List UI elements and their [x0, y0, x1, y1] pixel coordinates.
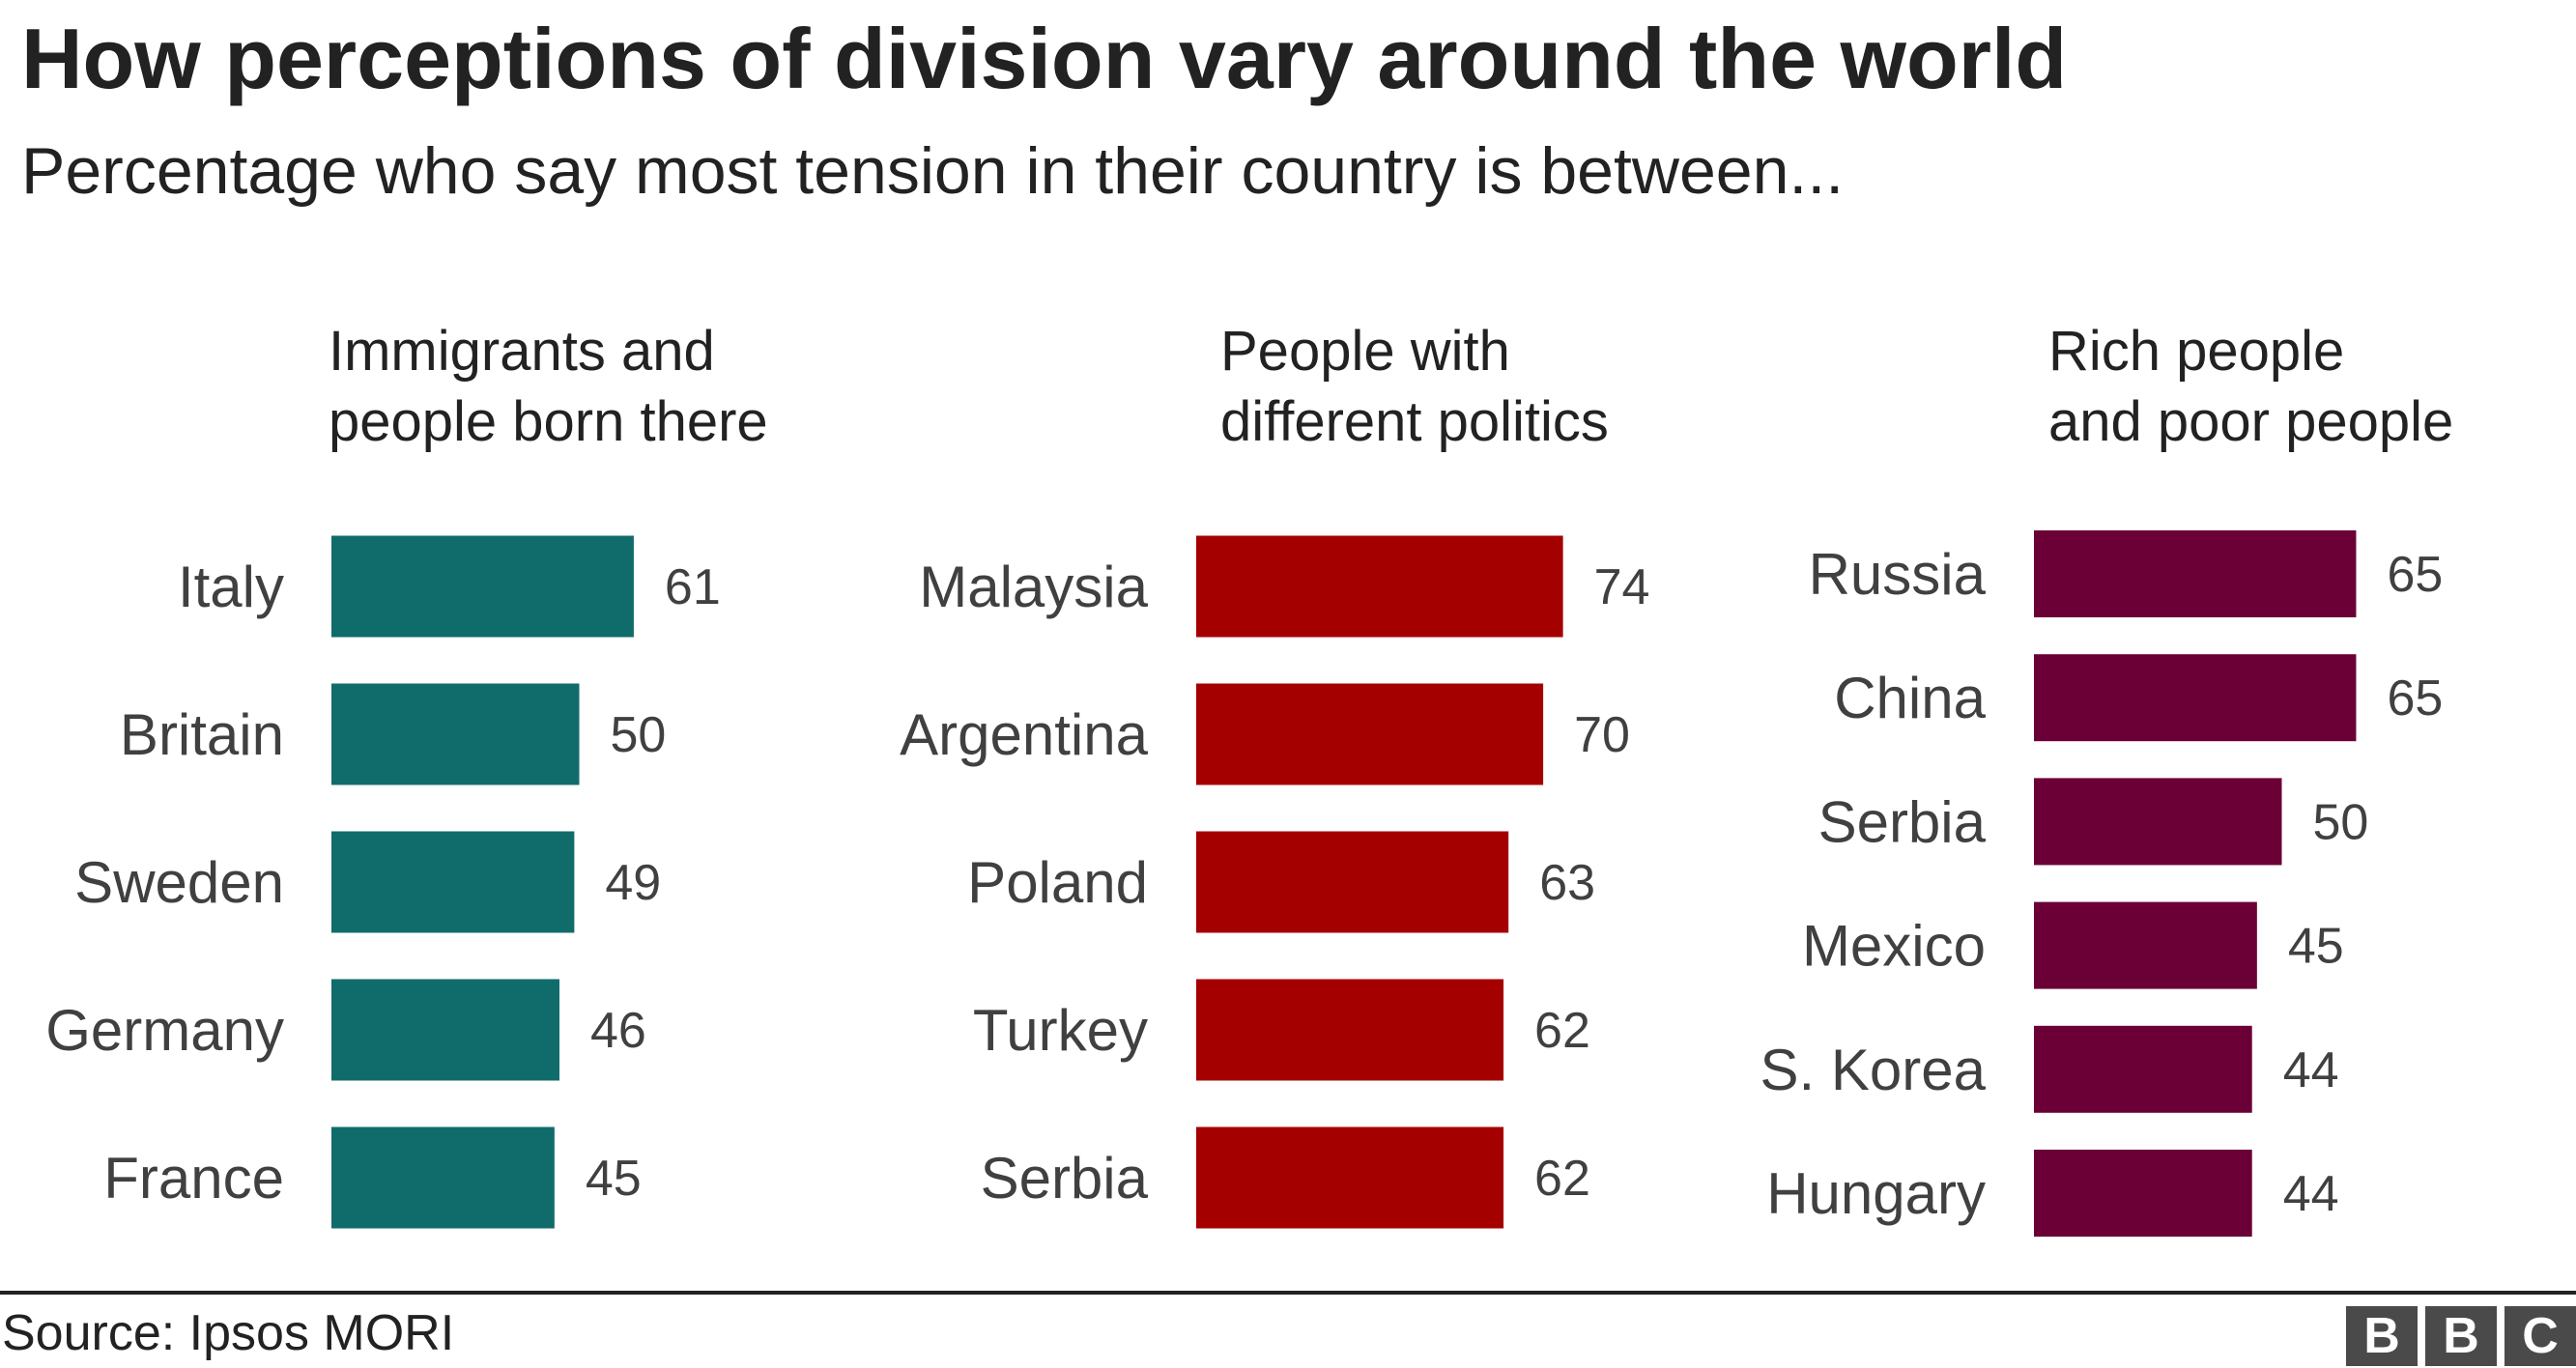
bar — [1196, 683, 1544, 785]
value-label: 50 — [2313, 794, 2369, 850]
bar — [1196, 535, 1563, 638]
category-label: Turkey — [973, 998, 1148, 1063]
category-label: Malaysia — [919, 555, 1148, 619]
chart-subtitle: Percentage who say most tension in their… — [21, 134, 1845, 208]
category-label: Mexico — [1802, 914, 1986, 979]
bar — [331, 979, 559, 1081]
bar — [1196, 1126, 1504, 1229]
value-label: 62 — [1534, 1151, 1590, 1207]
category-label: Serbia — [981, 1146, 1149, 1211]
value-label: 65 — [2387, 547, 2443, 603]
category-label: Sweden — [74, 850, 284, 915]
value-label: 65 — [2387, 670, 2443, 727]
category-label: Serbia — [1818, 789, 1987, 854]
category-label: Poland — [967, 850, 1148, 915]
bar — [2034, 654, 2357, 742]
category-label: Germany — [45, 998, 284, 1063]
bar — [2034, 1025, 2252, 1113]
value-label: 61 — [665, 559, 721, 615]
category-label: Hungary — [1766, 1161, 1986, 1226]
value-label: 45 — [2288, 919, 2344, 975]
bar — [331, 535, 634, 638]
category-label: France — [103, 1146, 284, 1211]
category-label: China — [1834, 666, 1986, 730]
category-label: Argentina — [900, 702, 1148, 767]
value-label: 63 — [1539, 855, 1595, 911]
bar — [2034, 1150, 2252, 1237]
panel-heading: Immigrants and — [329, 320, 715, 383]
category-label: Italy — [178, 555, 284, 619]
panel-heading: People with — [1220, 320, 1510, 383]
bar — [2034, 778, 2282, 866]
bar — [331, 683, 580, 785]
bar — [2034, 901, 2257, 989]
value-label: 74 — [1594, 559, 1650, 615]
category-label: S. Korea — [1760, 1038, 1987, 1102]
value-label: 46 — [590, 1003, 646, 1059]
value-label: 50 — [611, 707, 667, 763]
value-label: 49 — [605, 855, 661, 911]
category-label: Britain — [120, 702, 284, 767]
panel-heading: and poor people — [2048, 390, 2453, 453]
value-label: 44 — [2283, 1042, 2339, 1098]
bar — [1196, 831, 1509, 933]
value-label: 44 — [2283, 1166, 2339, 1222]
bar — [1196, 979, 1504, 1081]
value-label: 62 — [1534, 1003, 1590, 1059]
chart-title: How perceptions of division vary around … — [21, 11, 2068, 106]
value-label: 45 — [586, 1151, 642, 1207]
panel-heading: different politics — [1220, 390, 1609, 453]
panel-heading: people born there — [329, 390, 768, 453]
bar — [331, 1126, 555, 1229]
bar — [331, 831, 575, 933]
value-label: 70 — [1574, 707, 1630, 763]
footer-divider — [0, 1291, 2576, 1295]
panel-heading: Rich people — [2048, 320, 2344, 383]
source-note: Source: Ipsos MORI — [2, 1305, 455, 1361]
bar — [2034, 530, 2357, 617]
category-label: Russia — [1809, 542, 1987, 607]
